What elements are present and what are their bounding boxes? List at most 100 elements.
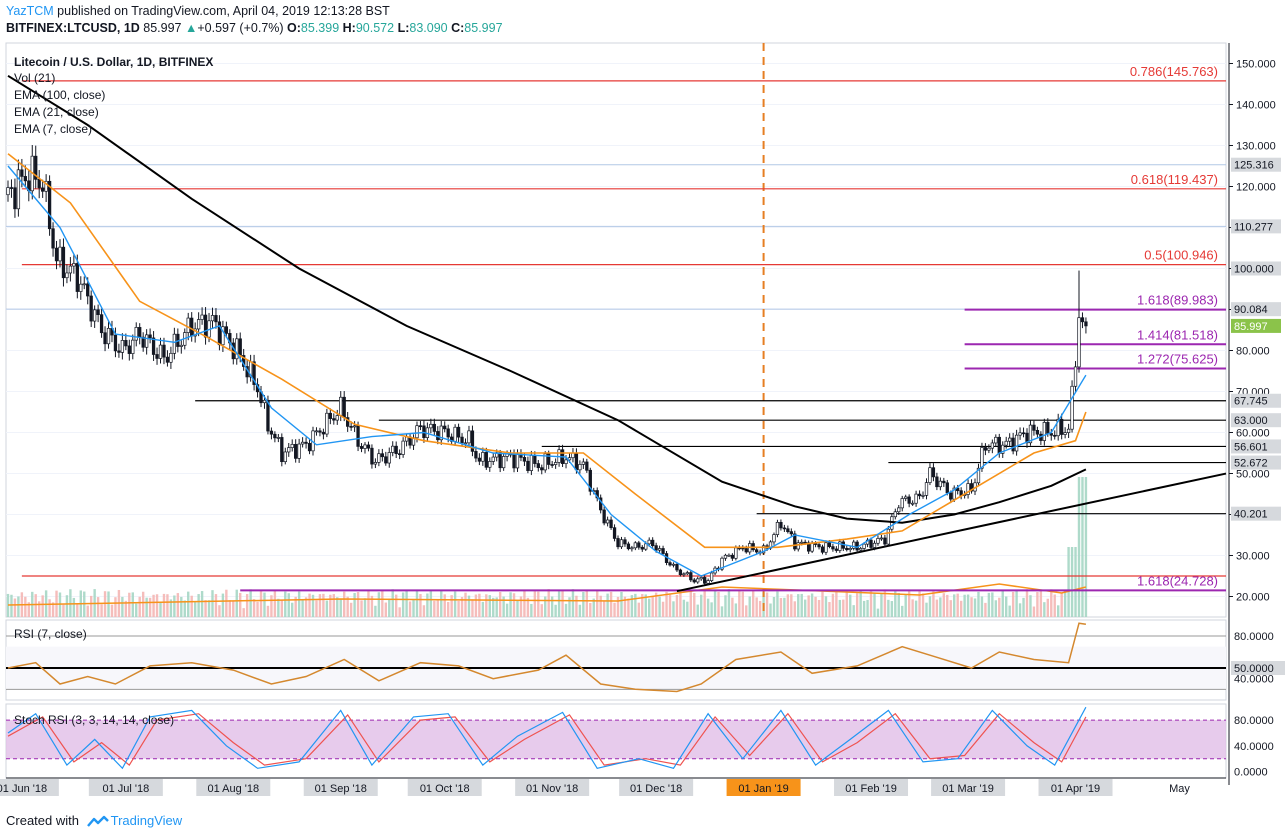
- change-value: +0.597 (+0.7%): [197, 21, 284, 35]
- change-arrow-icon: ▲: [185, 21, 198, 35]
- candle-body: [51, 228, 55, 249]
- candle-body: [661, 548, 665, 554]
- candle-body: [41, 187, 45, 192]
- candle-body: [380, 453, 384, 458]
- price-badge-label: 110.277: [1234, 221, 1273, 233]
- stoch-band: [6, 720, 1226, 759]
- legend-entry: EMA (21, close): [14, 105, 99, 119]
- candle-body: [79, 283, 83, 292]
- candle-body: [37, 178, 41, 189]
- candle-body: [526, 460, 530, 471]
- high-value: 90.572: [355, 21, 395, 35]
- time-tick-label: 01 Nov '18: [526, 783, 578, 795]
- candle-body: [820, 546, 825, 553]
- price-tick-label: 50.000: [1236, 469, 1270, 481]
- candle-body: [1014, 434, 1019, 452]
- candle-body: [290, 444, 294, 449]
- candle-body: [1073, 366, 1078, 387]
- price-badge-label: 63.000: [1234, 415, 1268, 427]
- candle-body: [827, 542, 832, 547]
- candle-body: [952, 487, 956, 500]
- time-tick-label: 01 Dec '18: [630, 783, 682, 795]
- time-tick-label: 01 Sep '18: [315, 783, 367, 795]
- candle-body: [1011, 437, 1015, 452]
- price-badge: [1231, 455, 1281, 470]
- candle-body: [553, 462, 558, 465]
- candle-body: [103, 332, 107, 345]
- candle-body: [474, 451, 478, 459]
- candle-body: [585, 461, 589, 471]
- rsi-badge: [1231, 661, 1285, 675]
- candle-body: [657, 548, 662, 551]
- candle-body: [307, 443, 312, 452]
- candle-body: [550, 464, 554, 466]
- fib-level-label: 1.618(24.728): [1137, 573, 1218, 588]
- tradingview-logo-icon: [86, 815, 109, 827]
- rsi-axis-label: 80.0000: [1234, 631, 1274, 643]
- candle-body: [61, 246, 66, 279]
- candle-body: [800, 541, 804, 544]
- fib-level-label: 0.786(145.763): [1130, 64, 1218, 79]
- rsi-axis-label: 40.0000: [1234, 674, 1274, 686]
- candle-body: [668, 562, 672, 566]
- candle-body: [692, 579, 696, 583]
- candle-body: [730, 554, 735, 559]
- candle-body: [75, 263, 79, 292]
- candle-body: [547, 453, 551, 465]
- candle-body: [1080, 317, 1085, 323]
- fib-level-label: 0.618(119.437): [1131, 172, 1218, 187]
- candle-body: [834, 548, 839, 551]
- candle-body: [540, 467, 544, 471]
- candle-body: [651, 539, 655, 546]
- candle-body: [574, 452, 579, 471]
- candle-body: [893, 511, 897, 518]
- candle-body: [862, 543, 866, 549]
- candle-body: [1056, 418, 1060, 437]
- candle-body: [1046, 422, 1050, 434]
- price-badge-label: 90.084: [1234, 304, 1268, 316]
- time-tick-label: 01 Aug '18: [207, 783, 259, 795]
- candle-body: [20, 169, 24, 177]
- ohlc-line: BITFINEX:LTCUSD, 1D 85.997 ▲+0.597 (+0.7…: [6, 21, 503, 35]
- candle-body: [65, 272, 69, 279]
- fib-level-label: 0.5(100.946): [1144, 248, 1218, 263]
- time-tick-label: 01 Oct '18: [420, 783, 470, 795]
- stoch-label: Stoch RSI (3, 3, 14, 14, close): [14, 713, 174, 727]
- candle-body: [443, 425, 447, 430]
- candle-body: [124, 340, 128, 347]
- candle-body: [304, 441, 308, 444]
- candle-body: [682, 573, 686, 576]
- candle-body: [34, 155, 38, 180]
- price-tick-label: 150.000: [1236, 59, 1276, 71]
- candle-body: [335, 415, 339, 421]
- candle-body: [89, 295, 93, 322]
- candle-body: [879, 537, 884, 540]
- candle-body: [394, 445, 398, 455]
- candle-body: [349, 426, 353, 428]
- candle-body: [858, 548, 863, 551]
- candle-body: [976, 467, 981, 484]
- candle-body: [120, 340, 125, 353]
- candle-body: [359, 446, 364, 449]
- time-badge: [303, 779, 378, 796]
- candle-body: [418, 425, 423, 428]
- candle-body: [619, 539, 624, 548]
- candle-body: [325, 412, 329, 435]
- candle-body: [363, 444, 367, 449]
- price-badge: [1231, 302, 1281, 317]
- time-tick-label: 01 Apr '19: [1051, 783, 1100, 795]
- volume-bars: [6, 477, 1088, 617]
- price-tick-label: 20.000: [1236, 592, 1270, 604]
- author-link[interactable]: YazTCM: [6, 4, 54, 18]
- candle-body: [339, 396, 343, 416]
- candle-body: [214, 315, 218, 323]
- price-badge: [1231, 506, 1281, 521]
- candle-body: [127, 345, 131, 354]
- candle-body: [983, 447, 988, 451]
- candle-body: [706, 580, 710, 584]
- candle-body: [47, 180, 52, 230]
- tradingview-link[interactable]: TradingView: [110, 813, 183, 828]
- candle-body: [987, 447, 991, 451]
- candle-body: [151, 337, 156, 355]
